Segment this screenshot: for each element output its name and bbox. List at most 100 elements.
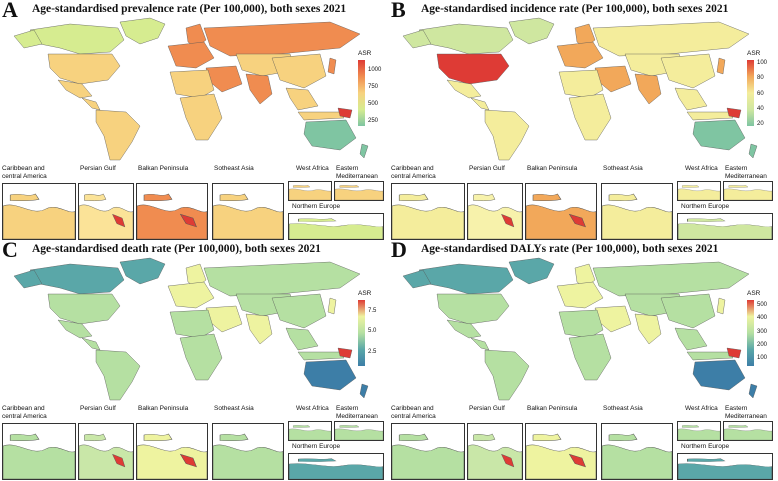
country-australia	[303, 119, 357, 151]
panel-letter: B	[391, 0, 406, 22]
legend-tick: 1000	[368, 67, 382, 74]
country-east-asia	[271, 293, 327, 329]
country-papua	[726, 347, 742, 359]
country-south-america	[484, 349, 530, 401]
legend-tick: 500	[368, 101, 379, 108]
country-africa-south	[179, 333, 223, 381]
world-map	[0, 14, 389, 164]
legend: ASR 100 80 60 40 20	[747, 50, 777, 140]
inset-map-northeurope	[677, 453, 773, 480]
country-south-asia	[634, 73, 662, 105]
inset-label-balkan: Balkan Peninsula	[138, 405, 189, 412]
country-se-asia	[285, 327, 319, 351]
country-russia	[203, 261, 361, 297]
legend-title: ASR	[358, 50, 372, 57]
country-se-asia	[674, 87, 708, 111]
country-new-zealand	[359, 143, 369, 159]
country-indonesia	[297, 111, 345, 121]
country-australia	[692, 119, 746, 151]
country-europe	[556, 41, 604, 69]
country-central-america	[81, 97, 101, 111]
country-papua	[337, 347, 353, 359]
legend-tick: 750	[368, 84, 379, 91]
inset-map-persian	[78, 423, 134, 480]
legend-tick: 100	[757, 355, 768, 362]
country-japan	[716, 57, 726, 75]
inset-label-northeurope: Northern Europe	[292, 443, 341, 450]
inset-label-persian: Persian Gulf	[80, 405, 116, 412]
country-africa-north	[558, 69, 604, 99]
country-africa-north	[169, 69, 215, 99]
legend: ASR 7.5 5.0 2.5	[358, 290, 388, 380]
country-north-america-north	[418, 23, 514, 55]
inset-map-seasia	[601, 423, 673, 480]
country-africa-north	[558, 309, 604, 339]
inset-label-seasia: Sotheast Asia	[214, 165, 254, 172]
inset-map-westafrica	[288, 181, 332, 201]
inset-map-northeurope	[288, 453, 384, 480]
country-alaska	[402, 29, 432, 49]
country-africa-south	[568, 93, 612, 141]
legend-tick: 40	[757, 106, 764, 113]
inset-label-balkan: Balkan Peninsula	[527, 405, 578, 412]
country-russia	[592, 21, 750, 57]
country-mexico	[57, 79, 93, 99]
inset-map-seasia	[212, 183, 284, 240]
country-usa	[436, 293, 510, 325]
inset-map-balkan	[525, 423, 597, 480]
country-africa-south	[568, 333, 612, 381]
country-papua	[726, 107, 742, 119]
inset-map-westafrica	[288, 421, 332, 441]
legend-tick: 300	[757, 328, 768, 335]
panel-b: B Age-standardised incidence rate (Per 1…	[389, 0, 778, 240]
inset-label-caribbean: Caribbean and central America	[391, 165, 436, 180]
panel-letter: A	[2, 0, 18, 22]
country-se-asia	[285, 87, 319, 111]
legend-tick: 100	[757, 60, 768, 67]
inset-map-balkan	[525, 183, 597, 240]
inset-label-persian: Persian Gulf	[469, 165, 505, 172]
inset-map-balkan	[136, 183, 208, 240]
legend-tick: 5.0	[368, 328, 377, 335]
inset-label-balkan: Balkan Peninsula	[138, 165, 189, 172]
legend-colorbar	[747, 300, 754, 366]
inset-map-persian	[467, 423, 523, 480]
country-greenland	[508, 257, 555, 285]
panel-d: D Age-standardised DALYs rate (Per 100,0…	[389, 237, 778, 480]
country-central-america	[470, 337, 490, 351]
country-usa	[47, 53, 121, 85]
legend-tick: 500	[757, 302, 768, 309]
country-north-america-north	[29, 263, 125, 295]
country-russia	[592, 261, 750, 297]
panel-letter: D	[391, 237, 407, 262]
inset-label-northeurope: Northern Europe	[292, 203, 341, 210]
country-south-asia	[245, 313, 273, 345]
legend-tick: 20	[757, 121, 764, 128]
world-map	[389, 14, 778, 164]
country-australia	[692, 359, 746, 391]
inset-map-caribbean	[2, 183, 76, 240]
inset-map-caribbean	[391, 423, 465, 480]
inset-maps: Caribbean and central America Persian Gul…	[0, 403, 389, 480]
inset-label-eastmed: Eastern Mediterranean	[725, 405, 767, 420]
legend-title: ASR	[747, 290, 761, 297]
legend-title: ASR	[747, 50, 761, 57]
country-alaska	[13, 269, 43, 289]
world-map	[0, 254, 389, 404]
country-new-zealand	[359, 383, 369, 399]
country-central-america	[81, 337, 101, 351]
panel-a: A Age-standardised prevalence rate (Per …	[0, 0, 389, 240]
country-new-zealand	[748, 143, 758, 159]
country-europe	[167, 41, 215, 69]
panel-title: Age-standardised incidence rate (Per 100…	[421, 3, 729, 15]
inset-label-caribbean: Caribbean and central America	[2, 405, 47, 420]
country-japan	[327, 57, 337, 75]
country-africa-north	[169, 309, 215, 339]
panel-title: Age-standardised death rate (Per 100,000…	[32, 243, 321, 255]
country-south-asia	[634, 313, 662, 345]
country-mexico	[446, 319, 482, 339]
country-south-asia	[245, 73, 273, 105]
inset-label-eastmed: Eastern Mediterranean	[336, 405, 378, 420]
legend-title: ASR	[358, 290, 372, 297]
inset-map-caribbean	[2, 423, 76, 480]
